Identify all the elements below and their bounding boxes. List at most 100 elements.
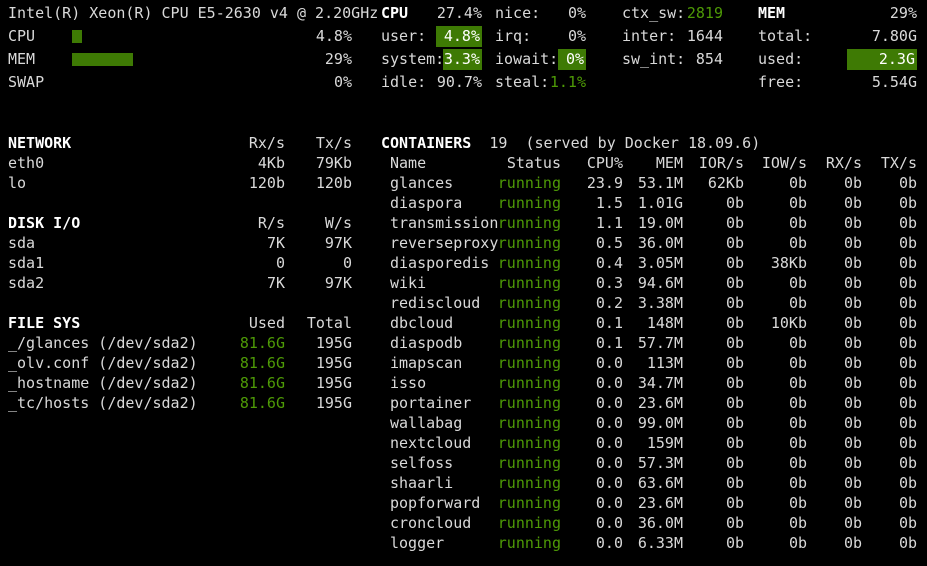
filesys-col1-header: Used — [248, 314, 285, 332]
network-title: NETWORK — [8, 134, 72, 152]
cpu-irq-value: 0% — [567, 27, 586, 45]
cpu-iowait-value: 0% — [381, 48, 586, 71]
container-rows-cell: 34.7M — [637, 374, 683, 392]
container-rows-cell: running — [497, 474, 561, 492]
disk-rows-cell: 7K — [266, 274, 285, 292]
cpu-system-label: system: — [381, 50, 445, 68]
container-rows-cell: 6.33M — [637, 534, 683, 552]
container-rows-cell: 0b — [725, 214, 744, 232]
container-rows-cell: 0.0 — [595, 514, 623, 532]
container-rows-cell: 0.0 — [595, 354, 623, 372]
container-rows-cell: 0.0 — [595, 474, 623, 492]
container-rows: glances running 23.9 53.1M 62Kb 0b 0b 0b diaspor… — [381, 173, 921, 553]
container-rows-cell: 0b — [898, 294, 917, 312]
cpu-steal-label: steal: — [495, 73, 550, 91]
container-rows-cell: shaarli — [390, 474, 454, 492]
container-rows-cell: 0b — [898, 354, 917, 372]
network-rows-cell: 120b — [315, 174, 352, 192]
cpu-inter-value: 1644 — [686, 27, 723, 45]
container-rows-cell: 0b — [725, 434, 744, 452]
containers-header-name: Name — [390, 154, 427, 172]
container-rows-cell: 0b — [898, 474, 917, 492]
container-rows-cell: running — [497, 314, 561, 332]
container-rows-cell: 0b — [898, 414, 917, 432]
containers-header-tx: TX/s — [880, 154, 917, 172]
table-row: logger running 0.0 6.33M 0b 0b 0b 0b — [381, 533, 921, 553]
filesys-header: FILE SYS Used Total — [8, 313, 360, 333]
container-rows-cell: 53.1M — [637, 174, 683, 192]
container-rows-cell: 3.38M — [637, 294, 683, 312]
container-rows-cell: 0b — [898, 434, 917, 452]
containers-header-rx: RX/s — [825, 154, 862, 172]
table-row: reverseproxy running 0.5 36.0M 0b 0b 0b 0b — [381, 233, 921, 253]
containers-header-row: Name Status CPU% MEM IOR/s IOW/s RX/s TX… — [381, 153, 921, 173]
quickview-cpu-row: CPU 4.8% — [8, 25, 360, 48]
filesys-rows-cell: 81.6G — [239, 394, 285, 412]
container-rows-cell: 23.6M — [637, 394, 683, 412]
container-rows-cell: 1.1 — [595, 214, 623, 232]
container-rows-cell: running — [497, 194, 561, 212]
network-col2-header: Tx/s — [315, 134, 352, 152]
quickview-swap-row: SWAP 0% — [8, 71, 360, 94]
table-row: sda2 7K 97K — [8, 273, 360, 293]
disk-rows-cell: 0 — [275, 254, 285, 272]
cpu-row-4: idle: 90.7% steal: 1.1% — [381, 71, 726, 94]
container-rows-cell: portainer — [390, 394, 472, 412]
container-rows-cell: 0b — [788, 174, 807, 192]
container-rows-cell: 0.1 — [595, 314, 623, 332]
container-rows-cell: 0b — [788, 354, 807, 372]
container-rows-cell: diasporedis — [390, 254, 490, 272]
cpu-gauge-fill — [72, 30, 83, 43]
mem-used-value: 2.3G — [758, 48, 917, 71]
container-rows-cell: 0b — [843, 374, 862, 392]
container-rows-cell: 0b — [725, 374, 744, 392]
filesys-rows-cell: 195G — [315, 334, 352, 352]
cpu-inter-label: inter: — [622, 27, 677, 45]
table-row: selfoss running 0.0 57.3M 0b 0b 0b 0b — [381, 453, 921, 473]
filesys-rows: _/glances (/dev/sda2) 81.6G 195G _olv.conf … — [8, 333, 360, 413]
container-rows-cell: 0b — [788, 234, 807, 252]
network-rows-cell: 79Kb — [315, 154, 352, 172]
container-rows-cell: 57.7M — [637, 334, 683, 352]
container-rows-cell: 0b — [725, 514, 744, 532]
network-rows: eth0 4Kb 79Kb lo 120b 120b — [8, 153, 360, 193]
container-rows-cell: 0b — [843, 274, 862, 292]
container-rows-cell: selfoss — [390, 454, 454, 472]
container-rows-cell: 23.6M — [637, 494, 683, 512]
container-rows-cell: 0b — [725, 394, 744, 412]
container-rows-cell: 10Kb — [770, 314, 807, 332]
containers-subtitle: (served by Docker 18.09.6) — [525, 134, 761, 152]
cpu-row-3: system: 3.3% iowait: 0% sw_int: 854 — [381, 48, 726, 71]
container-rows-cell: 0b — [843, 354, 862, 372]
container-rows-cell: 0b — [788, 534, 807, 552]
container-rows-cell: 0b — [725, 414, 744, 432]
table-row: nextcloud running 0.0 159M 0b 0b 0b 0b — [381, 433, 921, 453]
container-rows-cell: 0b — [898, 454, 917, 472]
mem-gauge-fill — [72, 53, 133, 66]
cpu-ctxsw-label: ctx_sw: — [622, 4, 686, 22]
container-rows-cell: 0b — [788, 274, 807, 292]
table-row: isso running 0.0 34.7M 0b 0b 0b 0b — [381, 373, 921, 393]
quickview-swap-label: SWAP — [8, 73, 45, 91]
filesys-title: FILE SYS — [8, 314, 81, 332]
container-rows-cell: 0b — [843, 334, 862, 352]
container-rows-cell: diaspodb — [390, 334, 463, 352]
table-row: transmission running 1.1 19.0M 0b 0b 0b 0b — [381, 213, 921, 233]
container-rows-cell: running — [497, 274, 561, 292]
mem-used-label: used: — [758, 50, 804, 68]
cpu-row-2: user: 4.8% irq: 0% inter: 1644 — [381, 25, 726, 48]
cpu-user-label: user: — [381, 27, 427, 45]
container-rows-cell: 0b — [843, 534, 862, 552]
cpu-title: CPU — [381, 4, 409, 22]
quickview-mem-value: 29% — [324, 50, 352, 68]
containers-title: CONTAINERS — [381, 134, 472, 152]
containers-header-mem: MEM — [655, 154, 683, 172]
quickview-mem-label: MEM — [8, 50, 36, 68]
container-rows-cell: 0.0 — [595, 534, 623, 552]
container-rows-cell: 0b — [898, 274, 917, 292]
container-rows-cell: running — [497, 434, 561, 452]
container-rows-cell: 0b — [725, 314, 744, 332]
container-rows-cell: 38Kb — [770, 254, 807, 272]
table-row: diaspora running 1.5 1.01G 0b 0b 0b 0b — [381, 193, 921, 213]
container-rows-cell: popforward — [390, 494, 481, 512]
